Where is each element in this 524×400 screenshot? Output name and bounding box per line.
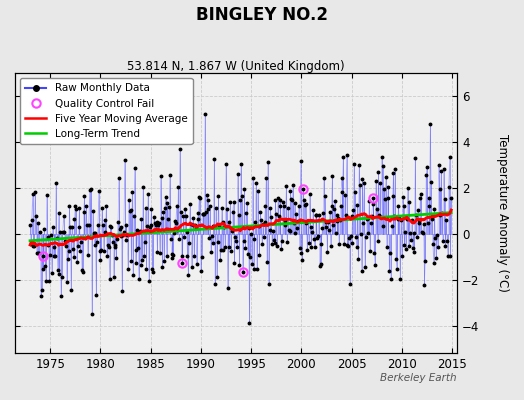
Legend: Raw Monthly Data, Quality Control Fail, Five Year Moving Average, Long-Term Tren: Raw Monthly Data, Quality Control Fail, …	[20, 78, 192, 144]
Y-axis label: Temperature Anomaly (°C): Temperature Anomaly (°C)	[496, 134, 509, 292]
Text: Berkeley Earth: Berkeley Earth	[380, 373, 457, 383]
Text: BINGLEY NO.2: BINGLEY NO.2	[196, 6, 328, 24]
Title: 53.814 N, 1.867 W (United Kingdom): 53.814 N, 1.867 W (United Kingdom)	[127, 60, 345, 73]
